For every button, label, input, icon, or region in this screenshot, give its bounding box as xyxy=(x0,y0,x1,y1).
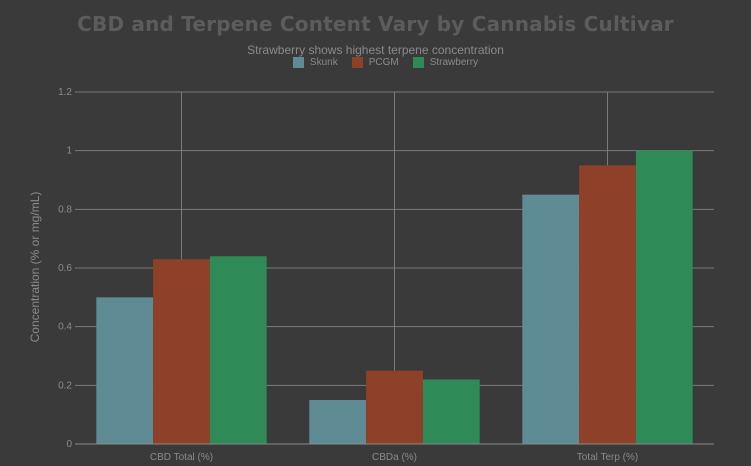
legend-item-skunk[interactable]: Skunk xyxy=(292,57,338,68)
bar-strawberry-1 xyxy=(422,379,480,444)
legend-label-strawberry: Strawberry xyxy=(429,57,479,68)
legend-item-pcgm[interactable]: PCGM xyxy=(351,57,399,68)
x-tick-label: CBDa (%) xyxy=(372,452,417,463)
y-axis-label: Concentration (% or mg/mL) xyxy=(28,192,42,343)
y-tick-label: 0.4 xyxy=(58,322,72,333)
bar-skunk-2 xyxy=(522,194,580,444)
bar-skunk-0 xyxy=(96,297,154,444)
y-tick-label: 0 xyxy=(66,439,72,450)
chart-legend: Skunk PCGM Strawberry xyxy=(0,57,751,68)
chart-title: CBD and Terpene Content Vary by Cannabis… xyxy=(77,12,674,36)
legend-swatch-skunk xyxy=(292,57,304,68)
legend-label-skunk: Skunk xyxy=(309,57,338,68)
x-tick-label: CBD Total (%) xyxy=(150,452,213,463)
y-tick-label: 0.2 xyxy=(58,380,72,391)
bar-strawberry-0 xyxy=(209,256,267,444)
legend-label-pcgm: PCGM xyxy=(368,57,399,68)
legend-swatch-pcgm xyxy=(351,57,363,68)
bar-layer xyxy=(96,150,693,445)
x-tick-label: Total Terp (%) xyxy=(577,452,639,463)
bar-strawberry-2 xyxy=(635,150,693,444)
legend-swatch-strawberry xyxy=(412,57,424,68)
axis-layer: 0 0.2 0.4 0.6 0.8 1 1.2 CBD Total (%) CBDa (%) To… xyxy=(58,87,714,463)
y-tick-label: 0.6 xyxy=(58,263,72,274)
bar-pcgm-0 xyxy=(153,259,210,444)
bar-pcgm-2 xyxy=(579,165,636,445)
bar-pcgm-1 xyxy=(366,370,423,444)
y-tick-label: 1.2 xyxy=(58,87,72,98)
chart-subtitle: Strawberry shows highest terpene concent… xyxy=(247,43,504,57)
y-tick-label: 1 xyxy=(66,146,72,157)
legend-item-strawberry[interactable]: Strawberry xyxy=(412,57,479,68)
y-tick-label: 0.8 xyxy=(58,204,72,215)
bar-skunk-1 xyxy=(309,400,367,444)
